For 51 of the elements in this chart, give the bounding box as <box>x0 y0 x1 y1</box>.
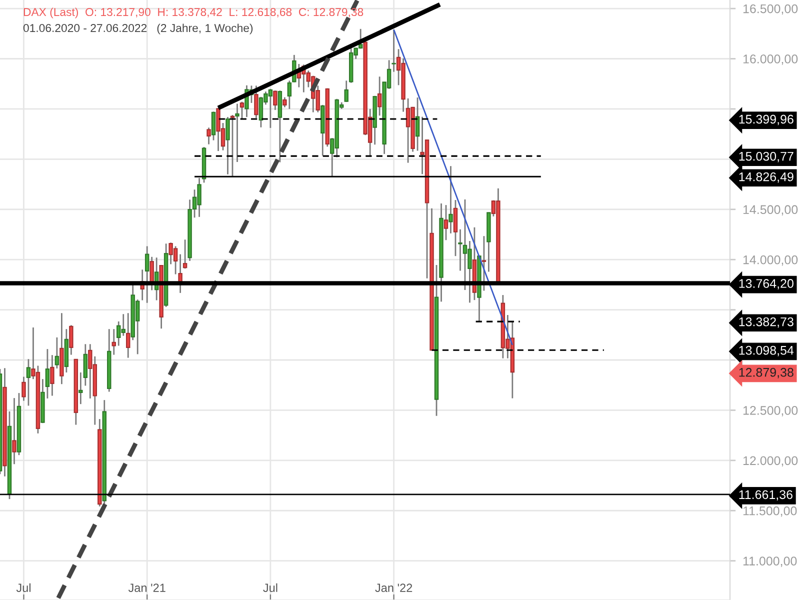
y2-tick-label: 13.764,20 <box>739 279 794 290</box>
candlestick <box>45 348 50 400</box>
candlestick <box>240 101 244 120</box>
text: DAX (Last) O: 13.217,90 H: 13.378,42 L: 12.618,68 C: 12.879,38 <box>24 8 364 18</box>
x-tick-label: Jan '22 <box>375 584 412 592</box>
candlestick <box>377 76 382 116</box>
y-tick-label: 14.500,00 <box>743 205 798 216</box>
y2-tick-label: 14.826,49 <box>739 172 794 183</box>
candlestick <box>54 336 60 370</box>
candlestick <box>206 126 211 145</box>
candlestick <box>458 228 462 272</box>
candlestick <box>12 397 16 465</box>
candlestick <box>182 238 188 270</box>
y-tick-label: 12.500,00 <box>743 406 798 416</box>
candlestick <box>78 372 83 405</box>
candlestick <box>69 324 74 356</box>
candlestick <box>230 114 235 177</box>
y2-tick-label: 13.382,73 <box>739 317 794 328</box>
candlestick <box>112 328 116 356</box>
y2-tick-label: 15.030,77 <box>739 152 794 162</box>
y-tick-label: 11.500,00 <box>743 506 797 517</box>
candlestick <box>415 96 420 152</box>
candlestick <box>287 80 292 110</box>
y2-tick-label: 11.661,36 <box>739 490 792 501</box>
candlestick <box>26 358 31 406</box>
candlestick <box>126 312 130 358</box>
y2-tick-label: 15.399,96 <box>739 114 794 126</box>
candlestick <box>178 254 182 294</box>
y-tick-label: 11.000,00 <box>743 556 797 567</box>
candlestick <box>83 343 88 386</box>
y-tick-label: 14.000,00 <box>743 255 798 266</box>
candlestick <box>211 110 216 141</box>
y-tick-label: 16.000,00 <box>743 54 798 65</box>
y-tick-label: 12.000,00 <box>743 456 798 467</box>
candlestick <box>22 376 26 402</box>
x-tick-label: Jul <box>263 583 278 592</box>
y-tick-label: 16.500,00 <box>743 4 798 15</box>
y2-tick-label: 13.098,54 <box>739 346 794 356</box>
x-tick-label: Jul <box>16 583 30 592</box>
candlestick <box>226 116 230 176</box>
candlestick <box>235 103 240 163</box>
candlestick <box>444 204 448 241</box>
y2-tick-label: 12.879,38 <box>739 368 794 378</box>
x-tick-label: Jan '21 <box>128 584 166 592</box>
candlestick <box>453 199 458 257</box>
candlestick <box>144 246 150 304</box>
candlestick <box>482 235 486 292</box>
text: 01.06.2020 - 27.06.2022 (2 Jahre, 1 Woche) <box>23 24 253 34</box>
candlestick <box>254 84 258 119</box>
candlestick <box>448 165 453 234</box>
candlestick <box>344 80 348 103</box>
